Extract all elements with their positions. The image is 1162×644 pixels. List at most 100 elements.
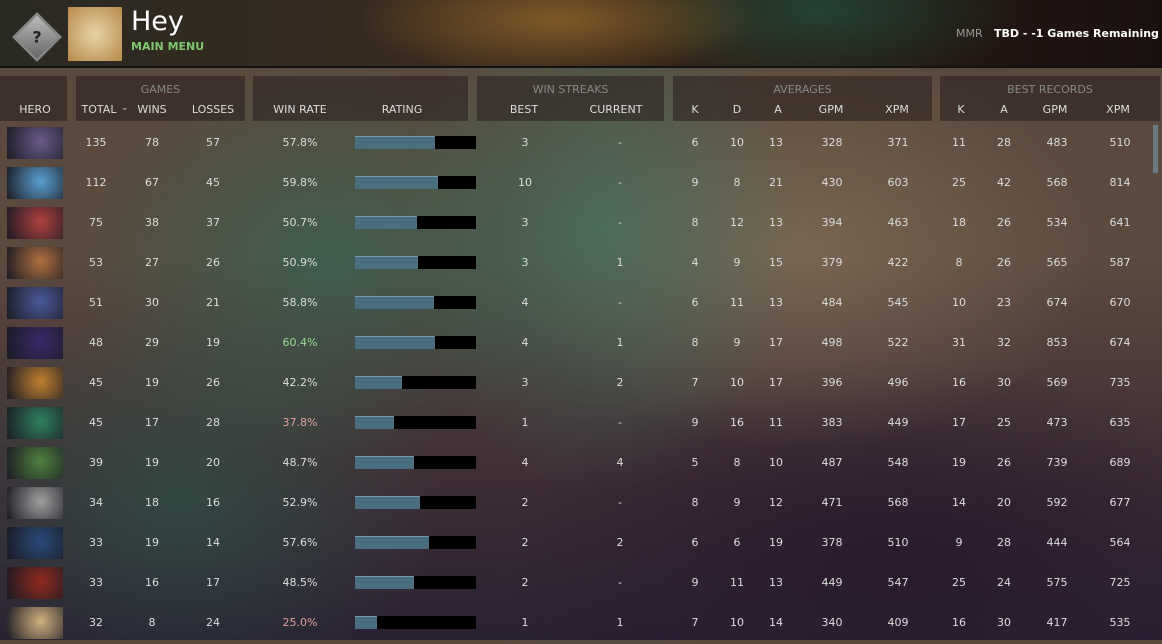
cell-losses: 26 <box>206 376 220 389</box>
col-avg-gpm[interactable]: GPM <box>818 103 844 116</box>
cell-a: 14 <box>769 616 783 629</box>
cell-bgpm: 483 <box>1046 136 1068 149</box>
cell-bgpm: 569 <box>1046 376 1068 389</box>
cell-losses: 16 <box>206 496 220 509</box>
table-row[interactable]: 34 18 16 52.9% 2 - 8 9 12 471 568 14 20 592 677 <box>0 484 1150 524</box>
cell-bk: 16 <box>952 376 966 389</box>
col-rating[interactable]: RATING <box>381 103 423 116</box>
table-row[interactable]: 45 19 26 42.2% 3 2 7 10 17 396 496 16 30 569 735 <box>0 364 1150 404</box>
hero-portrait[interactable] <box>7 447 63 479</box>
table-row[interactable]: 45 17 28 37.8% 1 - 9 16 11 383 449 17 25 473 635 <box>0 404 1150 444</box>
cell-xpm: 522 <box>887 336 909 349</box>
col-best-k[interactable]: K <box>957 103 965 116</box>
col-avg-d[interactable]: D <box>732 103 742 116</box>
table-row[interactable]: 32 8 24 25.0% 1 1 7 10 14 340 409 16 30 417 535 <box>0 604 1150 644</box>
main-menu-link[interactable]: MAIN MENU <box>131 40 205 53</box>
col-avg-xpm[interactable]: XPM <box>885 103 909 116</box>
cell-bxpm: 735 <box>1109 376 1131 389</box>
cell-k: 5 <box>691 456 699 469</box>
sort-chevron-down-icon[interactable]: ⌄ <box>121 103 129 113</box>
cell-bgpm: 565 <box>1046 256 1068 269</box>
cell-d: 10 <box>730 376 744 389</box>
col-avg-a[interactable]: A <box>774 103 782 116</box>
cell-win-rate: 50.9% <box>282 256 318 269</box>
col-best-xpm[interactable]: XPM <box>1106 103 1130 116</box>
cell-wins: 19 <box>145 456 159 469</box>
hero-portrait[interactable] <box>7 167 63 199</box>
col-win-rate[interactable]: WIN RATE <box>273 103 327 116</box>
cell-best: 3 <box>521 256 529 269</box>
cell-gpm: 378 <box>821 536 843 549</box>
table-row[interactable]: 112 67 45 59.8% 10 - 9 8 21 430 603 25 42 568 814 <box>0 164 1150 204</box>
cell-total: 53 <box>89 256 103 269</box>
hero-portrait[interactable] <box>7 407 63 439</box>
cell-xpm: 449 <box>887 416 909 429</box>
cell-current: 2 <box>616 536 624 549</box>
cell-bxpm: 725 <box>1109 576 1131 589</box>
col-best-gpm[interactable]: GPM <box>1042 103 1068 116</box>
cell-wins: 18 <box>145 496 159 509</box>
table-row[interactable]: 33 16 17 48.5% 2 - 9 11 13 449 547 25 24 575 725 <box>0 564 1150 604</box>
cell-win-rate: 48.5% <box>282 576 318 589</box>
cell-a: 15 <box>769 256 783 269</box>
table-row[interactable]: 33 19 14 57.6% 2 2 6 6 19 378 510 9 28 444 564 <box>0 524 1150 564</box>
col-best-streak[interactable]: BEST <box>509 103 539 116</box>
col-best-a[interactable]: A <box>1000 103 1008 116</box>
table-row[interactable]: 75 38 37 50.7% 3 - 8 12 13 394 463 18 26 534 641 <box>0 204 1150 244</box>
table-row[interactable]: 39 19 20 48.7% 4 4 5 8 10 487 548 19 26 739 689 <box>0 444 1150 484</box>
cell-bk: 25 <box>952 576 966 589</box>
col-hero[interactable]: HERO <box>19 103 51 116</box>
col-losses[interactable]: LOSSES <box>191 103 235 116</box>
cell-bk: 16 <box>952 616 966 629</box>
hero-portrait[interactable] <box>7 287 63 319</box>
cell-bxpm: 677 <box>1109 496 1131 509</box>
cell-current: 1 <box>616 256 624 269</box>
rating-bar-fill <box>355 616 377 629</box>
table-row[interactable]: 51 30 21 58.8% 4 - 6 11 13 484 545 10 23 674 670 <box>0 284 1150 324</box>
col-avg-k[interactable]: K <box>691 103 699 116</box>
cell-win-rate: 57.8% <box>282 136 318 149</box>
cell-total: 45 <box>89 376 103 389</box>
cell-win-rate: 50.7% <box>282 216 318 229</box>
cell-xpm: 422 <box>887 256 909 269</box>
cell-current: - <box>618 216 622 229</box>
cell-best: 2 <box>521 496 529 509</box>
cell-xpm: 548 <box>887 456 909 469</box>
hero-portrait[interactable] <box>7 367 63 399</box>
avatar[interactable] <box>68 7 122 61</box>
col-wins[interactable]: WINS <box>137 103 167 116</box>
cell-bk: 25 <box>952 176 966 189</box>
rating-bar-fill <box>355 136 435 149</box>
cell-a: 17 <box>769 376 783 389</box>
scrollbar[interactable] <box>1153 125 1158 173</box>
hero-portrait[interactable] <box>7 527 63 559</box>
cell-win-rate: 25.0% <box>282 616 318 629</box>
cell-ba: 30 <box>997 616 1011 629</box>
hero-portrait[interactable] <box>7 327 63 359</box>
top-bar: ? Hey MAIN MENU MMR TBD - -1 Games Remai… <box>0 0 1162 68</box>
cell-bk: 8 <box>955 256 963 269</box>
cell-bk: 9 <box>955 536 963 549</box>
cell-gpm: 498 <box>821 336 843 349</box>
cell-d: 16 <box>730 416 744 429</box>
hero-portrait[interactable] <box>7 487 63 519</box>
cell-ba: 28 <box>997 536 1011 549</box>
cell-xpm: 371 <box>887 136 909 149</box>
table-row[interactable]: 48 29 19 60.4% 4 1 8 9 17 498 522 31 32 853 674 <box>0 324 1150 364</box>
cell-xpm: 568 <box>887 496 909 509</box>
table-row[interactable]: 135 78 57 57.8% 3 - 6 10 13 328 371 11 28 483 510 <box>0 124 1150 164</box>
cell-total: 48 <box>89 336 103 349</box>
hero-portrait[interactable] <box>7 567 63 599</box>
table-row[interactable]: 53 27 26 50.9% 3 1 4 9 15 379 422 8 26 565 587 <box>0 244 1150 284</box>
col-current-streak[interactable]: CURRENT <box>589 103 643 116</box>
hero-portrait[interactable] <box>7 247 63 279</box>
hero-portrait[interactable] <box>7 127 63 159</box>
col-total[interactable]: TOTAL <box>81 103 117 116</box>
rating-bar-fill <box>355 176 439 189</box>
hero-portrait[interactable] <box>7 207 63 239</box>
cell-total: 51 <box>89 296 103 309</box>
hero-portrait[interactable] <box>7 607 63 639</box>
rating-bar <box>355 416 476 429</box>
cell-best: 4 <box>521 456 529 469</box>
cell-bxpm: 587 <box>1109 256 1131 269</box>
